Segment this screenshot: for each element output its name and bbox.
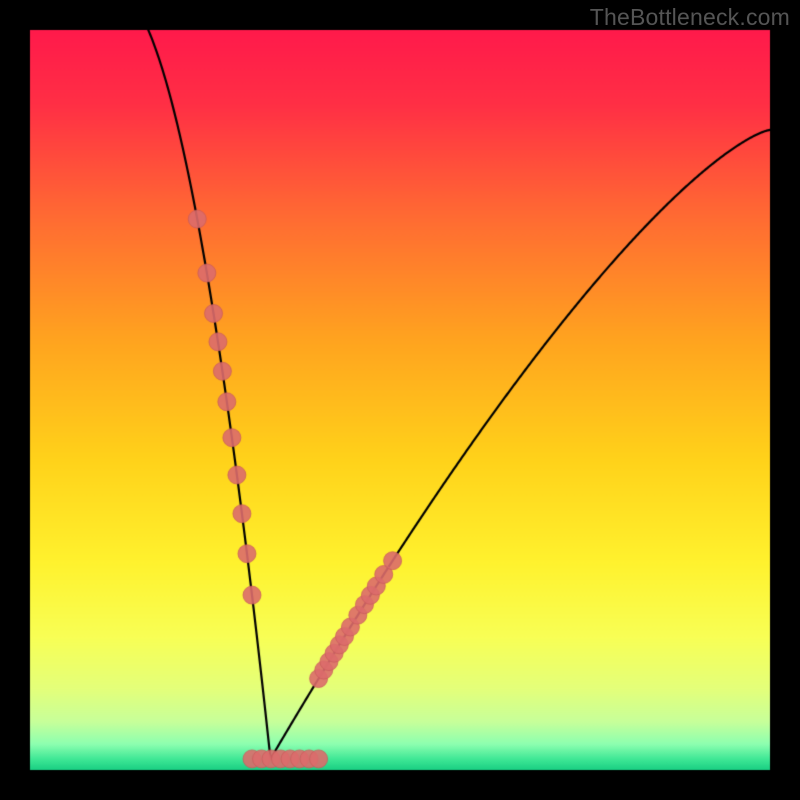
chart-stage: TheBottleneck.com [0, 0, 800, 800]
watermark-label: TheBottleneck.com [590, 4, 790, 31]
bottleneck-curve-chart [0, 0, 800, 800]
